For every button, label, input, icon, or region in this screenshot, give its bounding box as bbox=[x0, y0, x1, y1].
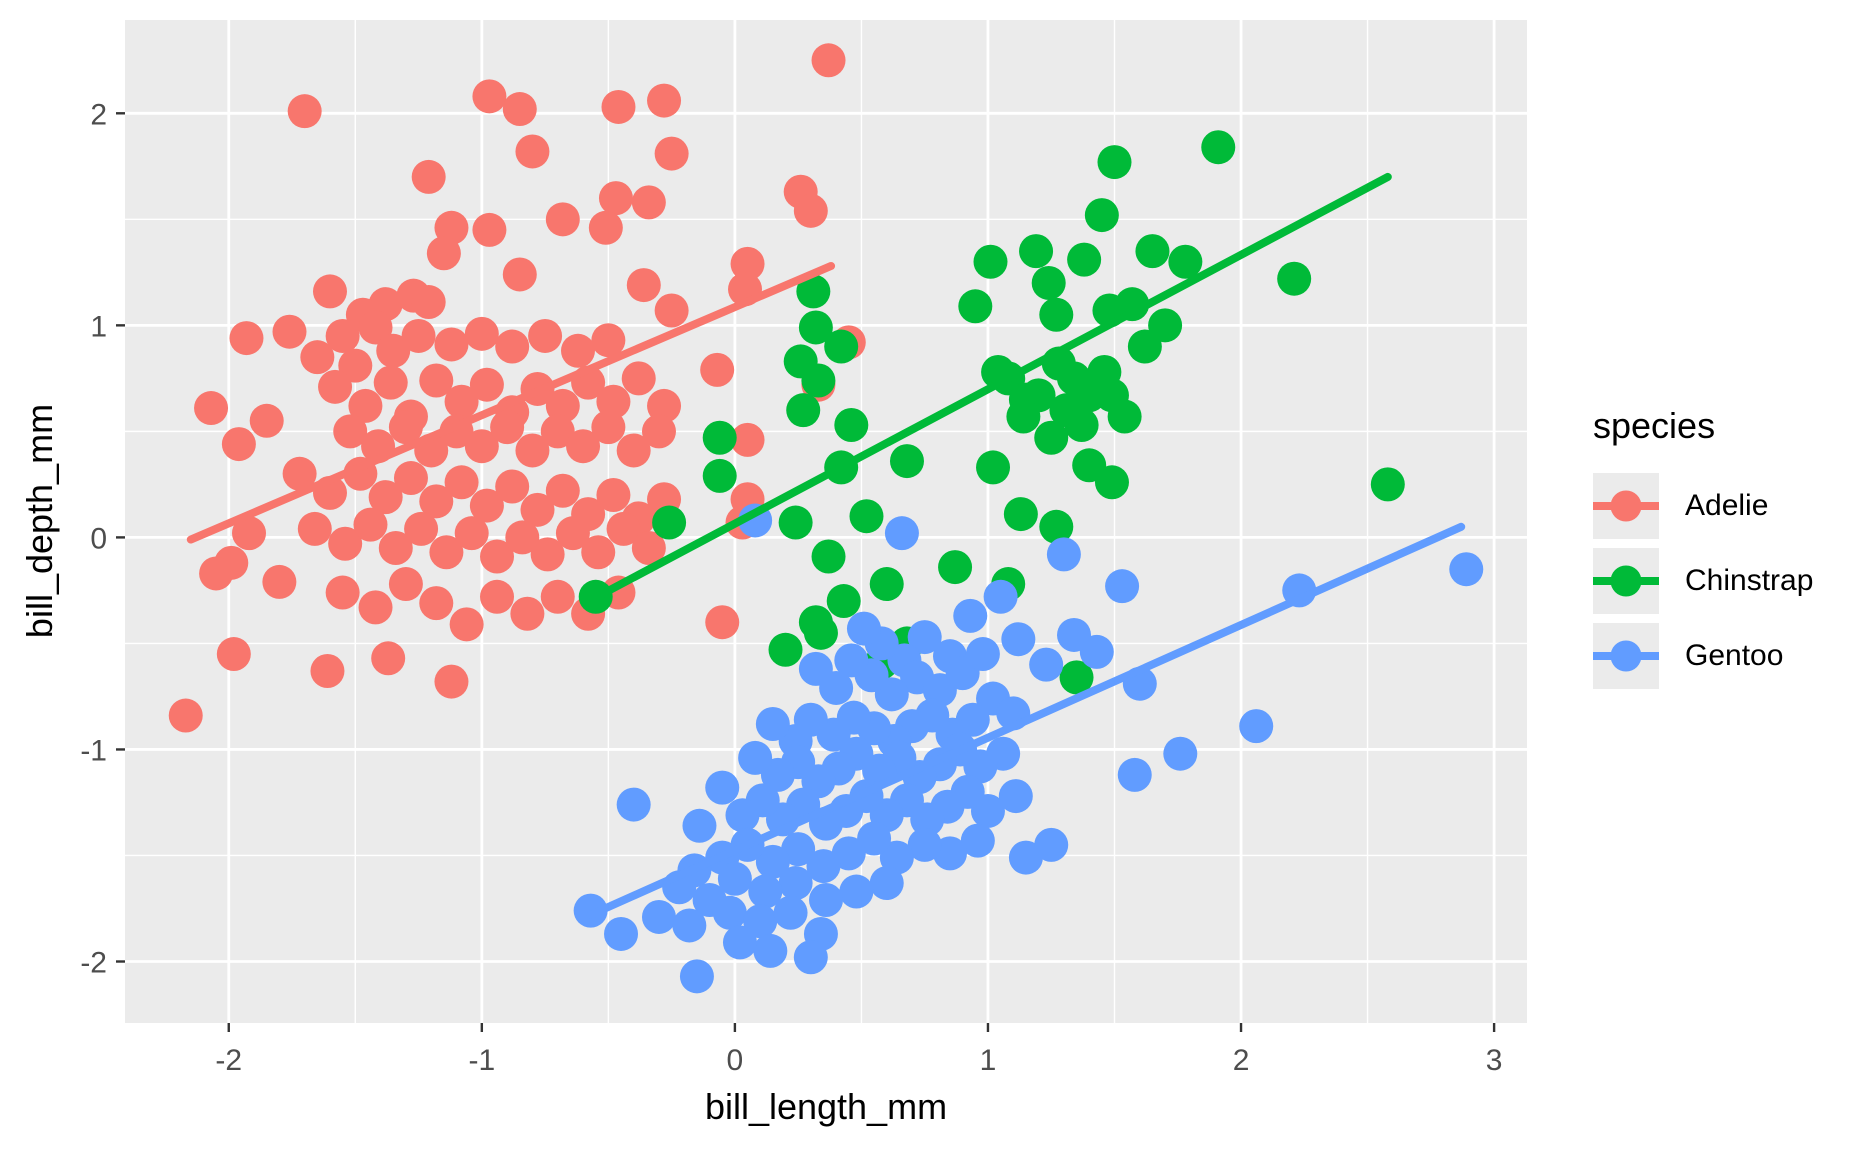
y-axis-title: bill_depth_mm bbox=[19, 403, 60, 639]
svg-text:0: 0 bbox=[90, 522, 107, 555]
svg-text:-1: -1 bbox=[468, 1044, 495, 1077]
legend-label-gentoo: Gentoo bbox=[1685, 639, 1784, 672]
legend-label-chinstrap: Chinstrap bbox=[1685, 564, 1814, 597]
svg-text:1: 1 bbox=[90, 310, 107, 343]
svg-text:-2: -2 bbox=[215, 1044, 242, 1077]
svg-text:2: 2 bbox=[90, 98, 107, 131]
svg-text:3: 3 bbox=[1486, 1044, 1503, 1077]
svg-text:0: 0 bbox=[727, 1044, 744, 1077]
gentoo-key-icon bbox=[1593, 623, 1659, 689]
svg-text:2: 2 bbox=[1233, 1044, 1250, 1077]
legend-row-chinstrap: Chinstrap bbox=[1593, 548, 1813, 614]
legend-row-gentoo: Gentoo bbox=[1593, 623, 1813, 689]
adelie-key-icon bbox=[1593, 473, 1659, 539]
svg-text:-1: -1 bbox=[80, 734, 107, 767]
legend-title: species bbox=[1593, 405, 1716, 446]
svg-text:1: 1 bbox=[980, 1044, 997, 1077]
legend: species Adelie Chinstrap Gentoo bbox=[1593, 405, 1813, 698]
legend-label-adelie: Adelie bbox=[1685, 489, 1769, 522]
svg-text:-2: -2 bbox=[80, 947, 107, 980]
chinstrap-key-icon bbox=[1593, 548, 1659, 614]
x-axis-title: bill_length_mm bbox=[704, 1086, 948, 1127]
legend-row-adelie: Adelie bbox=[1593, 473, 1813, 539]
